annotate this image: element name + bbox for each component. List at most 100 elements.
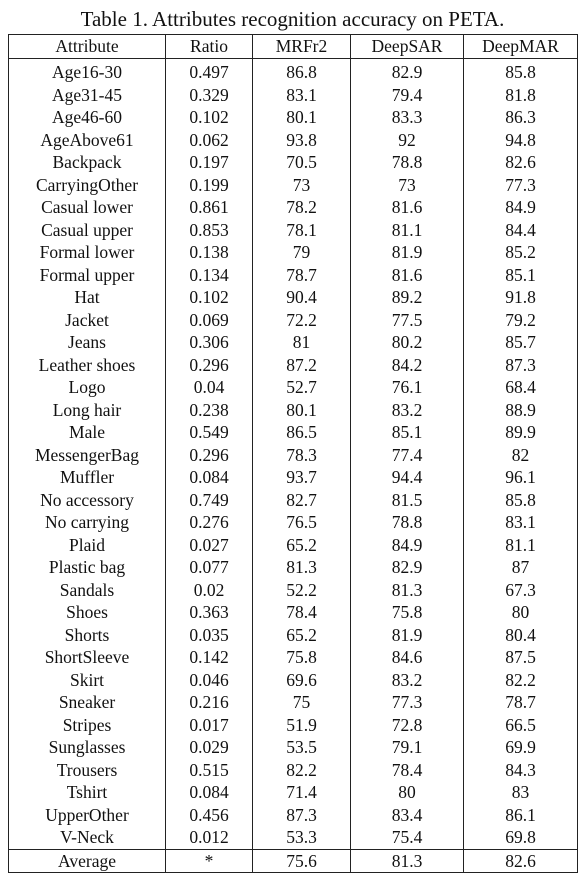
attribute-cell: Age46-60 [8, 106, 166, 129]
deepmar-cell: 87.5 [463, 646, 578, 669]
mrfr2-cell: 65.2 [252, 533, 351, 556]
mrfr2-cell: 78.7 [252, 263, 351, 286]
deepmar-cell: 86.1 [463, 803, 578, 826]
table-row: Backpack 0.197 70.5 78.8 82.6 [8, 151, 578, 174]
table-row: Jacket 0.069 72.2 77.5 79.2 [8, 308, 578, 331]
deepmar-cell: 82.2 [463, 668, 578, 691]
ratio-cell: 0.134 [165, 263, 253, 286]
mrfr2-cell: 69.6 [252, 668, 351, 691]
table-row: Casual upper 0.853 78.1 81.1 84.4 [8, 218, 578, 241]
ratio-cell: 0.084 [165, 466, 253, 489]
deepmar-cell: 85.1 [463, 263, 578, 286]
deepmar-cell: 82 [463, 443, 578, 466]
deepsar-cell: 81.6 [350, 196, 464, 219]
attribute-cell: Long hair [8, 398, 166, 421]
mrfr2-cell: 81.3 [252, 556, 351, 579]
deepsar-cell: 81.1 [350, 218, 464, 241]
deepmar-cell: 69.8 [463, 826, 578, 849]
deepsar-cell: 73 [350, 173, 464, 196]
deepsar-cell: 80.2 [350, 331, 464, 354]
attribute-cell: Formal upper [8, 263, 166, 286]
mrfr2-cell: 76.5 [252, 511, 351, 534]
attribute-cell: Casual upper [8, 218, 166, 241]
results-table: Attribute Ratio MRFr2 DeepSAR DeepMAR Ag… [8, 34, 578, 873]
table-row: MessengerBag 0.296 78.3 77.4 82 [8, 443, 578, 466]
mrfr2-cell: 51.9 [252, 713, 351, 736]
deepsar-cell: 81.6 [350, 263, 464, 286]
deepmar-cell: 80 [463, 601, 578, 624]
table-row: UpperOther 0.456 87.3 83.4 86.1 [8, 803, 578, 826]
ratio-cell: 0.329 [165, 83, 253, 106]
attribute-cell: Average [8, 848, 166, 873]
ratio-cell: 0.276 [165, 511, 253, 534]
deepsar-cell: 83.3 [350, 106, 464, 129]
attribute-cell: Age31-45 [8, 83, 166, 106]
mrfr2-cell: 87.2 [252, 353, 351, 376]
attribute-cell: Backpack [8, 151, 166, 174]
attribute-cell: No accessory [8, 488, 166, 511]
deepsar-cell: 82.9 [350, 58, 464, 84]
table-row: AgeAbove61 0.062 93.8 92 94.8 [8, 128, 578, 151]
ratio-cell: 0.296 [165, 443, 253, 466]
table-row: Jeans 0.306 81 80.2 85.7 [8, 331, 578, 354]
ratio-cell: 0.306 [165, 331, 253, 354]
table-row: Hat 0.102 90.4 89.2 91.8 [8, 286, 578, 309]
table-row: Tshirt 0.084 71.4 80 83 [8, 781, 578, 804]
header-row: Attribute Ratio MRFr2 DeepSAR DeepMAR [8, 34, 578, 59]
deepsar-cell: 89.2 [350, 286, 464, 309]
ratio-cell: 0.069 [165, 308, 253, 331]
mrfr2-cell: 82.2 [252, 758, 351, 781]
table-row: No accessory 0.749 82.7 81.5 85.8 [8, 488, 578, 511]
deepmar-cell: 81.8 [463, 83, 578, 106]
mrfr2-cell: 75 [252, 691, 351, 714]
table-row: Age46-60 0.102 80.1 83.3 86.3 [8, 106, 578, 129]
attribute-cell: Shorts [8, 623, 166, 646]
ratio-cell: 0.02 [165, 578, 253, 601]
ratio-cell: * [165, 848, 253, 873]
attribute-cell: ShortSleeve [8, 646, 166, 669]
mrfr2-cell: 78.1 [252, 218, 351, 241]
attribute-cell: Hat [8, 286, 166, 309]
ratio-cell: 0.138 [165, 241, 253, 264]
ratio-cell: 0.549 [165, 421, 253, 444]
attribute-cell: Shoes [8, 601, 166, 624]
table-row: ShortSleeve 0.142 75.8 84.6 87.5 [8, 646, 578, 669]
attribute-cell: Plaid [8, 533, 166, 556]
deepmar-cell: 81.1 [463, 533, 578, 556]
attribute-cell: Jeans [8, 331, 166, 354]
attribute-cell: Plastic bag [8, 556, 166, 579]
attribute-cell: Formal lower [8, 241, 166, 264]
attribute-cell: UpperOther [8, 803, 166, 826]
ratio-cell: 0.199 [165, 173, 253, 196]
attribute-cell: AgeAbove61 [8, 128, 166, 151]
ratio-cell: 0.046 [165, 668, 253, 691]
deepsar-cell: 77.3 [350, 691, 464, 714]
ratio-cell: 0.296 [165, 353, 253, 376]
deepsar-cell: 75.4 [350, 826, 464, 849]
ratio-cell: 0.084 [165, 781, 253, 804]
attribute-cell: CarryingOther [8, 173, 166, 196]
ratio-cell: 0.102 [165, 106, 253, 129]
ratio-cell: 0.363 [165, 601, 253, 624]
deepmar-cell: 83 [463, 781, 578, 804]
deepsar-cell: 84.2 [350, 353, 464, 376]
deepmar-cell: 68.4 [463, 376, 578, 399]
deepmar-cell: 91.8 [463, 286, 578, 309]
ratio-cell: 0.062 [165, 128, 253, 151]
attribute-cell: MessengerBag [8, 443, 166, 466]
deepmar-cell: 85.8 [463, 58, 578, 84]
ratio-cell: 0.04 [165, 376, 253, 399]
attribute-cell: Jacket [8, 308, 166, 331]
table-row: Formal upper 0.134 78.7 81.6 85.1 [8, 263, 578, 286]
deepsar-cell: 78.8 [350, 511, 464, 534]
header-ratio: Ratio [165, 34, 253, 59]
mrfr2-cell: 81 [252, 331, 351, 354]
deepsar-cell: 79.4 [350, 83, 464, 106]
table-header: Attribute Ratio MRFr2 DeepSAR DeepMAR [8, 34, 578, 59]
deepmar-cell: 87 [463, 556, 578, 579]
ratio-cell: 0.035 [165, 623, 253, 646]
mrfr2-cell: 52.7 [252, 376, 351, 399]
header-attribute: Attribute [8, 34, 166, 59]
table-row: Sunglasses 0.029 53.5 79.1 69.9 [8, 736, 578, 759]
deepmar-cell: 87.3 [463, 353, 578, 376]
